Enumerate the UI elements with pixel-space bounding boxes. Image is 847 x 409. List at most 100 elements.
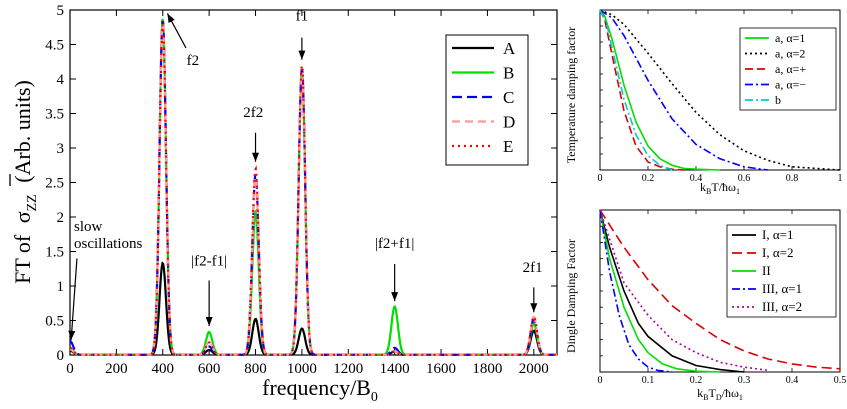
main-xtick-label: 0 bbox=[66, 361, 74, 377]
main-series-a bbox=[70, 261, 557, 356]
dingle-series-i-2 bbox=[599, 209, 841, 370]
main-annotation-arrowhead bbox=[298, 50, 306, 60]
temp-xtick-label: 0.8 bbox=[786, 173, 799, 184]
main-legend-label-e: E bbox=[503, 137, 513, 156]
temp-series-a bbox=[599, 9, 685, 171]
dingle-legend-label-i-1: I, α=1 bbox=[762, 227, 793, 242]
svg-text:FT of σZZ (Arb: FT of σZZ (Arb. units) bbox=[10, 80, 41, 284]
temp-xtick-label: 0 bbox=[598, 173, 603, 184]
main-ytick-label: 2.5 bbox=[45, 176, 64, 192]
dingle-xlabel-sub: 1 bbox=[739, 393, 743, 402]
main-annotation-f2-f1: |f2+f1| bbox=[375, 236, 414, 252]
main-legend-label-a: A bbox=[503, 39, 516, 58]
main-xtick-label: 1000 bbox=[287, 361, 317, 377]
main-annotation-f2: f2 bbox=[187, 53, 200, 69]
main-ylabel-sigma: σ bbox=[10, 211, 35, 223]
temp-series-b bbox=[599, 9, 673, 171]
temp-legend-label-a: a, α=− bbox=[775, 78, 806, 92]
temp-legend-label-a-1: a, α=1 bbox=[775, 31, 805, 45]
main-ytick-label: 1 bbox=[57, 279, 65, 295]
main-xlabel-sub: 0 bbox=[371, 390, 378, 405]
main-annotation-slow: slow bbox=[74, 219, 103, 235]
main-annotation-oscillations: oscillations bbox=[74, 236, 142, 252]
main-xtick-label: 2000 bbox=[519, 361, 549, 377]
dingle-xlabel-rest: /ħω bbox=[722, 386, 739, 400]
temp-xtick-label: 0.2 bbox=[642, 173, 655, 184]
main-legend-box bbox=[445, 34, 529, 166]
main-xtick-label: 600 bbox=[198, 361, 221, 377]
main-legend-label-d: D bbox=[503, 113, 515, 132]
main-ylabel-suffix: (Arb. units) bbox=[10, 80, 35, 183]
main-xtick-label: 200 bbox=[105, 361, 128, 377]
dingle-xtick-label: 0.1 bbox=[642, 375, 655, 386]
main-annotation-f1: f1 bbox=[296, 8, 309, 24]
main-ytick-label: 4.5 bbox=[45, 38, 64, 54]
temperature-legend: a, α=1 a, α=2a, α=+ a, α=−b bbox=[739, 27, 837, 111]
dingle-xtick-label: 0.3 bbox=[738, 375, 751, 386]
main-annotation-arrowhead bbox=[252, 152, 260, 162]
temperature-xlabel-t: T/ħω bbox=[711, 180, 736, 194]
main-xlabel: frequency/B0 bbox=[262, 375, 378, 405]
main-ytick-label: 1.5 bbox=[45, 245, 64, 261]
temp-series-a-1 bbox=[599, 9, 721, 171]
temp-xtick-label: 0.4 bbox=[690, 173, 703, 184]
dingle-series-ii bbox=[599, 209, 721, 373]
temp-legend-label-a-2: a, α=2 bbox=[775, 47, 805, 61]
main-chart: 0 200 400 600 800 1000 1200 1400 1600 1800 2000 0 0.… bbox=[9, 3, 558, 405]
temp-xtick-label: 0.6 bbox=[738, 173, 751, 184]
main-ylabel-sub: ZZ bbox=[25, 194, 40, 211]
dingle-xlabel-k: k bbox=[697, 386, 703, 400]
main-ticks: 0 200 400 600 800 1000 1200 1400 1600 1800 2000 0 0.… bbox=[45, 3, 557, 377]
dingle-xtick-label: 0.4 bbox=[786, 375, 799, 386]
dingle-xtick-label: 0.2 bbox=[690, 375, 703, 386]
main-annotation-arrowhead bbox=[205, 317, 213, 327]
main-legend-label-c: C bbox=[503, 88, 514, 107]
main-xtick-label: 1800 bbox=[472, 361, 502, 377]
dingle-legend: I, α=1 I, α=2 II III, α=1 III, α=2 bbox=[726, 224, 837, 318]
main-ytick-label: 0.5 bbox=[45, 314, 64, 330]
main-series bbox=[69, 18, 557, 356]
main-ytick-label: 3 bbox=[57, 141, 65, 157]
main-annotation-arrow bbox=[70, 258, 78, 340]
main-annotation-f2-f1: |f2-f1| bbox=[191, 253, 227, 269]
dingle-series-i-1 bbox=[599, 209, 745, 373]
main-annotation-arrowhead bbox=[391, 292, 399, 302]
temperature-xlabel-b: B bbox=[706, 187, 711, 196]
main-annotation-2f1: 2f1 bbox=[523, 260, 543, 276]
temperature-ylabel: Temperature damping factor bbox=[564, 27, 578, 163]
temperature-legend-box bbox=[739, 27, 837, 111]
main-series-e bbox=[69, 24, 557, 356]
temp-series-a bbox=[599, 9, 769, 171]
temp-legend-label-a: a, α=+ bbox=[775, 62, 806, 76]
dingle-xlabel-d: D bbox=[716, 393, 722, 402]
main-xtick-label: 400 bbox=[152, 361, 175, 377]
dingle-xlabel-t: T bbox=[708, 386, 716, 400]
main-ytick-label: 2 bbox=[57, 210, 65, 226]
temperature-chart: 0 0.2 0.4 0.6 0.8 1 a, α=1 a, α=2a, α=+ a, α=−b… bbox=[564, 9, 843, 196]
main-annotation-arrowhead bbox=[68, 330, 76, 340]
main-xtick-label: 1400 bbox=[380, 361, 410, 377]
main-ytick-label: 0 bbox=[57, 348, 65, 364]
main-series-c bbox=[69, 20, 557, 356]
temp-legend-label-b: b bbox=[775, 93, 781, 107]
main-xtick-label: 800 bbox=[244, 361, 267, 377]
dingle-xtick-label: 0 bbox=[598, 375, 603, 386]
dingle-legend-label-iii-2: III, α=2 bbox=[762, 299, 802, 314]
main-legend-label-b: B bbox=[503, 64, 514, 83]
main-xtick-label: 1200 bbox=[333, 361, 363, 377]
main-ylabel: FT of σZZ (Arb. units) bbox=[9, 80, 41, 284]
main-ytick-label: 3.5 bbox=[45, 107, 64, 123]
main-annotation-2f2: 2f2 bbox=[243, 105, 263, 121]
main-xtick-label: 1600 bbox=[426, 361, 456, 377]
main-xlabel-main: frequency/B bbox=[262, 375, 371, 400]
main-ytick-label: 4 bbox=[57, 72, 65, 88]
temp-series-a-2 bbox=[599, 9, 841, 171]
dingle-xtick-label: 0.5 bbox=[834, 375, 847, 386]
dingle-xlabel-b: B bbox=[703, 393, 708, 402]
dingle-ylabel: Dingle Damping Factor bbox=[564, 239, 578, 353]
dingle-legend-label-i-2: I, α=2 bbox=[762, 245, 793, 260]
